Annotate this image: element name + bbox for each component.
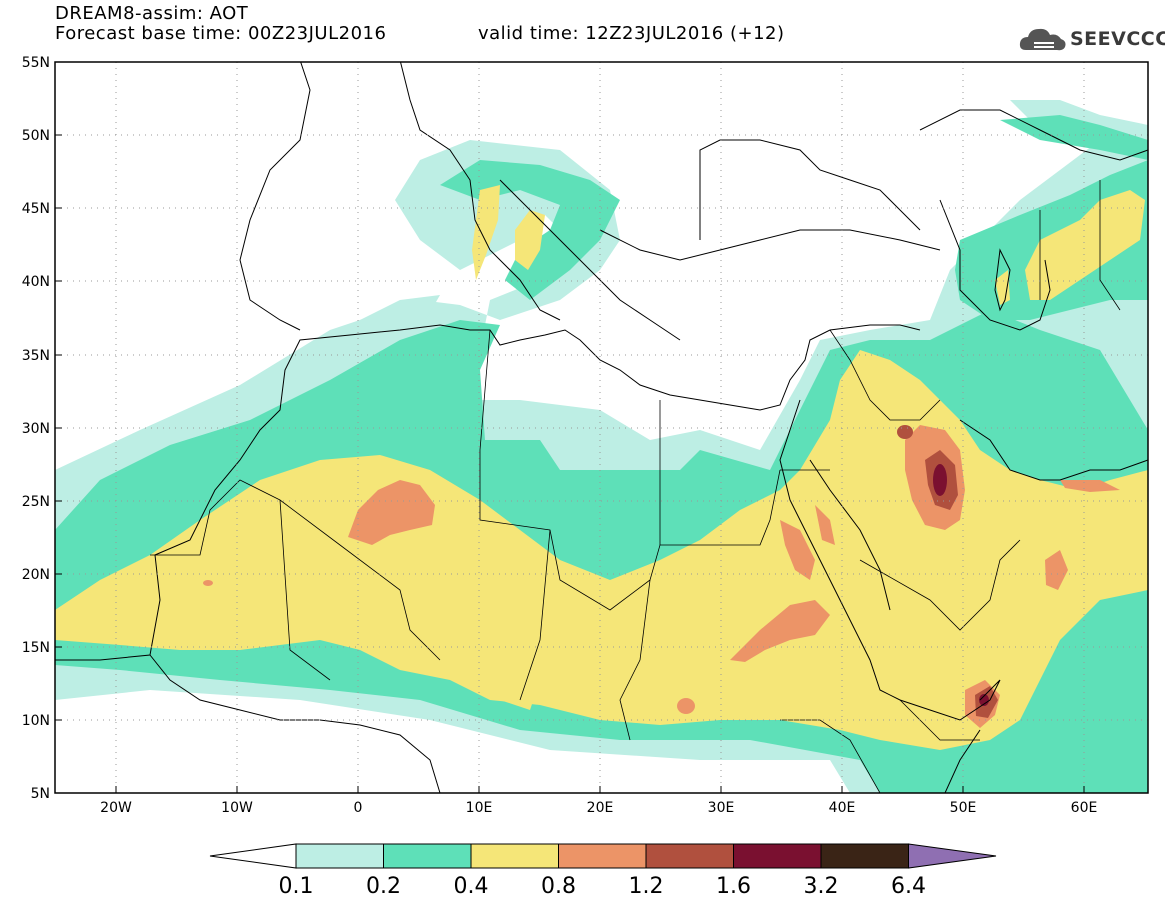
colorbar-swatch — [295, 843, 384, 869]
lat-label: 15N — [22, 640, 50, 656]
lon-label: 20W — [100, 800, 132, 816]
colorbar-swatch — [470, 843, 559, 869]
colorbar-swatch — [820, 843, 909, 869]
lat-label: 35N — [22, 348, 50, 364]
colorbar-swatch — [558, 843, 647, 869]
lat-label: 5N — [31, 786, 50, 802]
lon-label: 10E — [466, 800, 493, 816]
colorbar-swatch — [733, 843, 822, 869]
colorbar-label: 0.1 — [279, 874, 314, 899]
aot-level-0-4 — [55, 185, 1148, 750]
colorbar-label: 3.2 — [804, 874, 839, 899]
seevccc-logo: SEEVCCC — [1018, 22, 1165, 56]
lat-label: 40N — [22, 274, 50, 290]
lat-label: 20N — [22, 567, 50, 583]
valid-time: valid time: 12Z23JUL2016 (+12) — [478, 23, 785, 44]
lat-label: 50N — [22, 128, 50, 144]
longitude-labels: 20W 10W 0 10E 20E 30E 40E 50E 60E — [100, 800, 1097, 816]
coastlines — [55, 62, 1148, 793]
colorbar: 0.1 0.2 0.4 0.8 1.2 1.6 3.2 6.4 — [209, 843, 997, 899]
logo-text: SEEVCCC — [1070, 28, 1165, 50]
colorbar-label: 0.8 — [541, 874, 576, 899]
aot-shading — [55, 100, 1148, 793]
latitude-labels: 55N 50N 45N 40N 35N 30N 25N 20N 15N 10N … — [22, 55, 50, 802]
colorbar-label: 1.2 — [629, 874, 664, 899]
lat-label: 25N — [22, 494, 50, 510]
lon-label: 60E — [1071, 800, 1098, 816]
lat-label: 30N — [22, 421, 50, 437]
colorbar-over-arrow — [908, 843, 997, 869]
lon-label: 40E — [829, 800, 856, 816]
lat-label: 10N — [22, 713, 50, 729]
colorbar-label: 0.4 — [454, 874, 489, 899]
colorbar-swatch — [383, 843, 472, 869]
map-title: DREAM8-assim: AOT — [55, 3, 249, 24]
tick-marks — [55, 134, 1085, 793]
lon-label: 20E — [587, 800, 614, 816]
lat-label: 45N — [22, 201, 50, 217]
colorbar-swatch — [645, 843, 734, 869]
colorbar-label: 6.4 — [891, 874, 926, 899]
lon-label: 10W — [221, 800, 253, 816]
lat-label: 55N — [22, 55, 50, 71]
colorbar-under-arrow — [209, 843, 297, 869]
forecast-base-time: Forecast base time: 00Z23JUL2016 — [55, 23, 387, 44]
lon-label: 0 — [354, 800, 363, 816]
lon-label: 50E — [950, 800, 977, 816]
aot-level-1-6 — [933, 464, 989, 706]
graticule — [55, 62, 1148, 793]
colorbar-label: 1.6 — [716, 874, 751, 899]
colorbar-label: 0.2 — [366, 874, 401, 899]
cloud-icon — [1019, 28, 1066, 51]
lon-label: 30E — [708, 800, 735, 816]
